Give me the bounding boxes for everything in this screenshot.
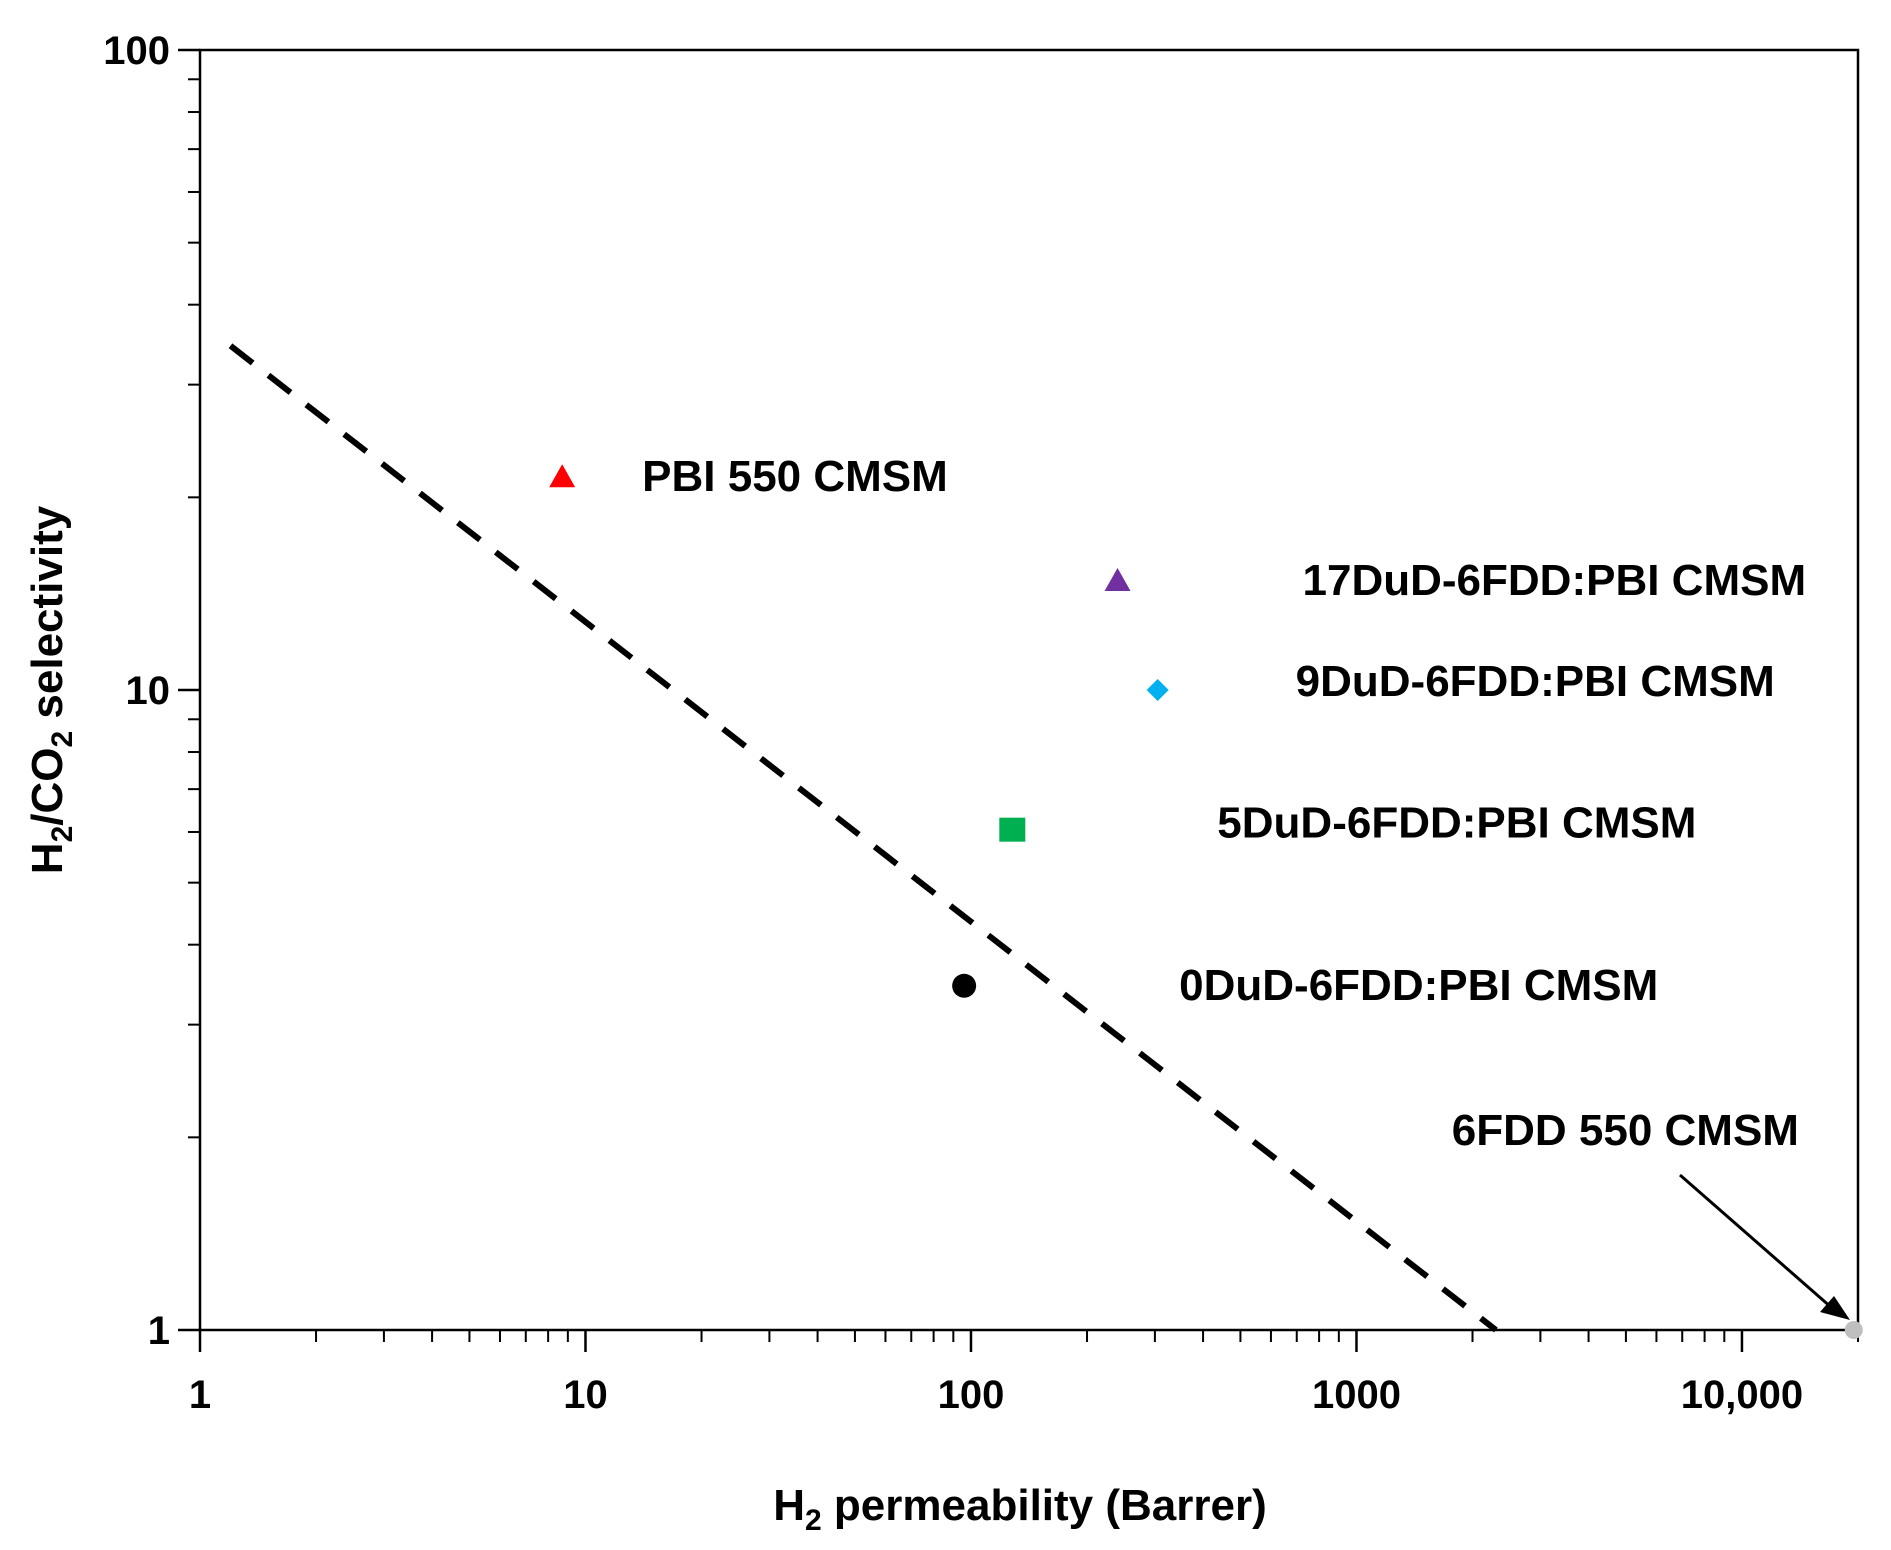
point-label: 17DuD-6FDD:PBI CMSM bbox=[1303, 556, 1807, 605]
point-5dud-6fdd-pbi-cmsm bbox=[999, 817, 1026, 842]
pointer-arrow bbox=[1679, 1173, 1833, 1310]
x-axis-label: H2 permeability (Barrer) bbox=[773, 1481, 1267, 1537]
x-tick-label: 1000 bbox=[1312, 1373, 1401, 1417]
point-label: 6FDD 550 CMSM bbox=[1452, 1106, 1799, 1155]
upper-bound-line bbox=[228, 343, 1498, 1333]
y-tick-label: 100 bbox=[103, 29, 170, 73]
point-6fdd-550-cmsm bbox=[1844, 1321, 1863, 1339]
y-tick-label: 10 bbox=[126, 669, 171, 713]
y-tick-label: 1 bbox=[148, 1309, 170, 1353]
point-0dud-6fdd-pbi-cmsm bbox=[952, 973, 977, 998]
point-9dud-6fdd-pbi-cmsm bbox=[1146, 679, 1169, 701]
pointer-arrowhead bbox=[1820, 1296, 1850, 1320]
point-label: 0DuD-6FDD:PBI CMSM bbox=[1179, 961, 1658, 1010]
major-ticks bbox=[178, 48, 1744, 1352]
point-labels: PBI 550 CMSM 17DuD-6FDD:PBI CMSM 9DuD-6FDD… bbox=[642, 452, 1806, 1155]
point-17dud-6fdd-pbi-cmsm bbox=[1104, 568, 1131, 592]
y-minor-ticks bbox=[188, 78, 200, 1139]
x-tick-label: 10,000 bbox=[1681, 1373, 1803, 1417]
x-minor-ticks bbox=[315, 1330, 1859, 1342]
y-axis-label: H2/CO2 selectivity bbox=[23, 505, 79, 874]
point-label: 5DuD-6FDD:PBI CMSM bbox=[1217, 799, 1696, 848]
x-tick-label: 10 bbox=[563, 1373, 608, 1417]
x-tick-label: 100 bbox=[938, 1373, 1005, 1417]
tick-labels: 1 10 100 1 10 100 1000 10,000 bbox=[103, 29, 1803, 1417]
point-label: PBI 550 CMSM bbox=[642, 452, 948, 501]
data-points bbox=[549, 464, 1863, 1339]
point-pbi-550-cmsm bbox=[549, 464, 576, 488]
point-label: 9DuD-6FDD:PBI CMSM bbox=[1296, 657, 1775, 706]
x-tick-label: 1 bbox=[189, 1373, 211, 1417]
